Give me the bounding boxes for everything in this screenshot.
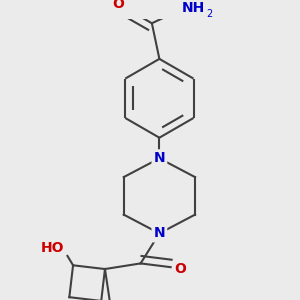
Text: O: O xyxy=(174,262,186,276)
Text: HO: HO xyxy=(41,242,64,255)
Text: O: O xyxy=(112,0,124,11)
Text: NH: NH xyxy=(182,1,205,15)
Text: 2: 2 xyxy=(206,9,212,19)
Text: N: N xyxy=(154,226,165,240)
Text: N: N xyxy=(154,151,165,165)
